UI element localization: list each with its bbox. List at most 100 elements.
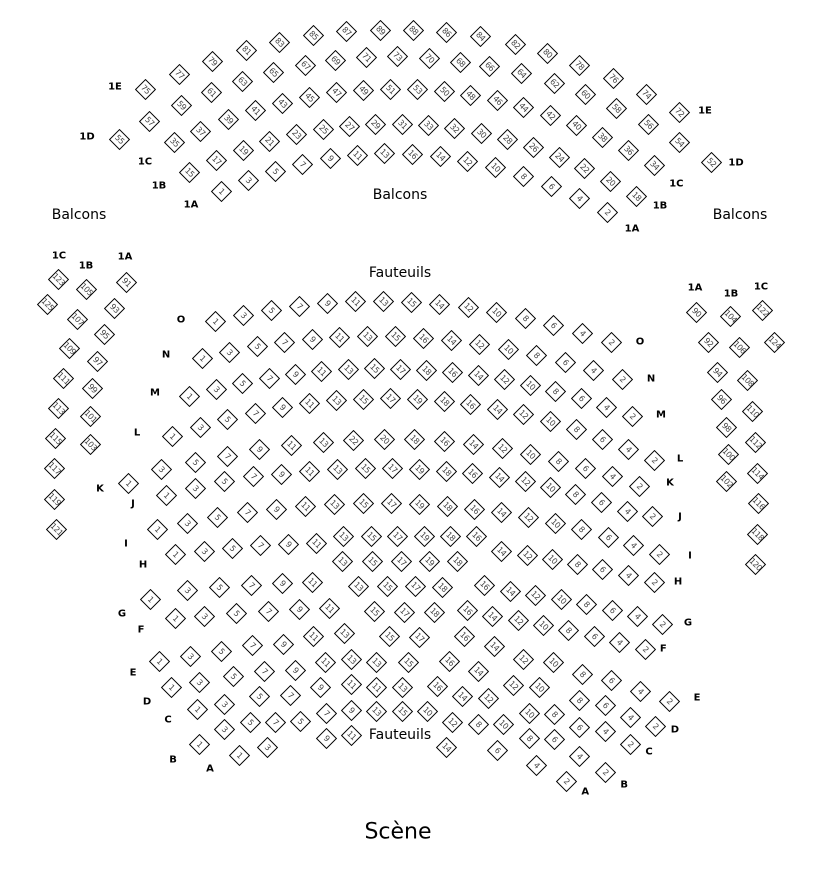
seat-balcony-1B-32[interactable]: 32 xyxy=(444,117,466,140)
seat-orchestra-J-1[interactable]: 1 xyxy=(155,484,178,506)
seat-balcony-left-1A-97[interactable]: 97 xyxy=(86,350,109,373)
seat-orchestra-J-18[interactable]: 18 xyxy=(435,460,457,482)
seat-orchestra-B-4[interactable]: 4 xyxy=(569,745,591,768)
seat-orchestra-E-11[interactable]: 11 xyxy=(303,626,325,648)
seat-orchestra-L-1[interactable]: 1 xyxy=(161,425,184,448)
seat-orchestra-M-13[interactable]: 13 xyxy=(337,359,359,381)
seat-orchestra-A-4[interactable]: 4 xyxy=(525,754,547,776)
seat-balcony-left-1B-109[interactable]: 109 xyxy=(58,338,80,360)
seat-orchestra-A-1[interactable]: 1 xyxy=(228,744,251,766)
seat-orchestra-C-10[interactable]: 10 xyxy=(518,702,540,724)
seat-orchestra-M-8[interactable]: 8 xyxy=(545,380,567,403)
seat-orchestra-I-9[interactable]: 9 xyxy=(266,498,288,520)
seat-orchestra-I-4[interactable]: 4 xyxy=(623,534,645,556)
seat-orchestra-O-6[interactable]: 6 xyxy=(543,314,565,336)
seat-orchestra-G-16[interactable]: 16 xyxy=(473,574,496,597)
seat-orchestra-H-10[interactable]: 10 xyxy=(541,549,563,571)
seat-orchestra-J-11[interactable]: 11 xyxy=(299,460,321,482)
seat-orchestra-L-17[interactable]: 17 xyxy=(380,388,402,410)
seat-balcony-right-1B-118[interactable]: 118 xyxy=(747,523,769,545)
seat-orchestra-C-14[interactable]: 14 xyxy=(452,686,474,708)
seat-balcony-1B-20[interactable]: 20 xyxy=(600,171,622,193)
seat-balcony-right-1C-122[interactable]: 122 xyxy=(751,299,774,322)
seat-balcony-1D-67[interactable]: 67 xyxy=(294,54,316,76)
seat-balcony-right-1B-106[interactable]: 106 xyxy=(728,336,750,358)
seat-orchestra-K-4[interactable]: 4 xyxy=(602,465,624,488)
seat-orchestra-C-12[interactable]: 12 xyxy=(477,687,499,710)
seat-orchestra-L-14[interactable]: 14 xyxy=(486,398,508,420)
seat-orchestra-A-13[interactable]: 13 xyxy=(391,676,413,698)
seat-orchestra-F-7[interactable]: 7 xyxy=(257,600,279,623)
seat-orchestra-A-11[interactable]: 11 xyxy=(366,676,388,698)
seat-balcony-1D-57[interactable]: 57 xyxy=(138,111,160,133)
seat-orchestra-F-8[interactable]: 8 xyxy=(558,619,580,641)
seat-balcony-right-1A-98[interactable]: 98 xyxy=(715,416,738,438)
seat-balcony-right-1A-96[interactable]: 96 xyxy=(711,388,733,411)
seat-balcony-1C-37[interactable]: 37 xyxy=(190,120,212,142)
seat-balcony-1A-4[interactable]: 4 xyxy=(568,187,590,209)
seat-orchestra-C-5[interactable]: 5 xyxy=(248,685,270,708)
seat-orchestra-E-9[interactable]: 9 xyxy=(272,634,294,656)
seat-orchestra-B-1[interactable]: 1 xyxy=(188,733,210,756)
seat-orchestra-M-4[interactable]: 4 xyxy=(596,396,618,418)
seat-orchestra-M-14[interactable]: 14 xyxy=(467,365,490,387)
seat-orchestra-I-12[interactable]: 12 xyxy=(518,506,540,529)
seat-orchestra-K-12[interactable]: 12 xyxy=(491,438,513,460)
seat-balcony-1A-1[interactable]: 1 xyxy=(210,180,233,203)
seat-orchestra-D-8[interactable]: 8 xyxy=(569,689,591,712)
seat-orchestra-H-11[interactable]: 11 xyxy=(305,532,328,554)
seat-balcony-1B-25[interactable]: 25 xyxy=(312,119,334,141)
seat-orchestra-M-16[interactable]: 16 xyxy=(441,361,464,384)
seat-orchestra-O-9[interactable]: 9 xyxy=(316,292,338,315)
seat-orchestra-G-4[interactable]: 4 xyxy=(626,606,649,628)
seat-balcony-1C-35[interactable]: 35 xyxy=(164,131,186,154)
seat-orchestra-K-7[interactable]: 7 xyxy=(217,445,239,467)
seat-balcony-1B-22[interactable]: 22 xyxy=(574,158,596,180)
seat-orchestra-F-13[interactable]: 13 xyxy=(348,575,370,598)
seat-orchestra-B-14[interactable]: 14 xyxy=(435,737,457,759)
seat-orchestra-M-17[interactable]: 17 xyxy=(389,358,412,380)
seat-orchestra-O-14[interactable]: 14 xyxy=(429,293,451,316)
seat-orchestra-L-2[interactable]: 2 xyxy=(643,450,666,472)
seat-balcony-1C-38[interactable]: 38 xyxy=(591,126,614,149)
seat-balcony-1C-40[interactable]: 40 xyxy=(565,115,587,137)
seat-balcony-1D-61[interactable]: 61 xyxy=(201,82,223,104)
seat-orchestra-N-15[interactable]: 15 xyxy=(384,326,407,348)
seat-orchestra-E-13[interactable]: 13 xyxy=(333,623,355,645)
seat-balcony-1E-85[interactable]: 85 xyxy=(302,24,324,46)
seat-orchestra-F-16[interactable]: 16 xyxy=(456,600,479,622)
seat-orchestra-C-15[interactable]: 15 xyxy=(397,651,419,673)
seat-balcony-left-1B-105[interactable]: 105 xyxy=(75,278,98,301)
seat-orchestra-D-16[interactable]: 16 xyxy=(438,650,460,672)
seat-orchestra-E-7[interactable]: 7 xyxy=(241,635,264,657)
seat-balcony-1D-65[interactable]: 65 xyxy=(263,61,285,83)
seat-balcony-1E-77[interactable]: 77 xyxy=(168,63,190,86)
seat-orchestra-I-10[interactable]: 10 xyxy=(544,512,567,534)
seat-orchestra-L-6[interactable]: 6 xyxy=(591,428,614,450)
seat-orchestra-F-12[interactable]: 12 xyxy=(507,610,529,632)
seat-orchestra-K-20[interactable]: 20 xyxy=(373,428,396,451)
seat-balcony-left-1B-113[interactable]: 113 xyxy=(47,397,70,420)
seat-orchestra-I-2[interactable]: 2 xyxy=(648,543,671,566)
seat-orchestra-M-2[interactable]: 2 xyxy=(621,405,644,428)
seat-orchestra-F-15[interactable]: 15 xyxy=(376,576,399,598)
seat-orchestra-O-10[interactable]: 10 xyxy=(486,301,508,324)
seat-balcony-1A-12[interactable]: 12 xyxy=(457,150,479,172)
seat-orchestra-G-6[interactable]: 6 xyxy=(601,599,623,622)
seat-orchestra-E-6[interactable]: 6 xyxy=(600,669,623,691)
seat-balcony-1D-62[interactable]: 62 xyxy=(543,72,565,94)
seat-orchestra-E-8[interactable]: 8 xyxy=(571,664,594,686)
seat-orchestra-A-9[interactable]: 9 xyxy=(340,699,363,721)
seat-orchestra-I-15[interactable]: 15 xyxy=(352,492,374,515)
seat-orchestra-H-18[interactable]: 18 xyxy=(440,525,462,548)
seat-balcony-1B-26[interactable]: 26 xyxy=(522,137,544,159)
seat-balcony-1C-45[interactable]: 45 xyxy=(299,86,321,108)
seat-orchestra-D-12[interactable]: 12 xyxy=(503,674,525,696)
seat-balcony-left-1C-123[interactable]: 123 xyxy=(47,268,70,290)
seat-balcony-1E-72[interactable]: 72 xyxy=(668,101,691,124)
seat-orchestra-L-7[interactable]: 7 xyxy=(244,402,266,424)
seat-orchestra-G-12[interactable]: 12 xyxy=(525,584,547,606)
seat-orchestra-H-12[interactable]: 12 xyxy=(516,544,538,567)
seat-balcony-right-1A-94[interactable]: 94 xyxy=(706,362,728,384)
seat-orchestra-F-6[interactable]: 6 xyxy=(583,625,605,647)
